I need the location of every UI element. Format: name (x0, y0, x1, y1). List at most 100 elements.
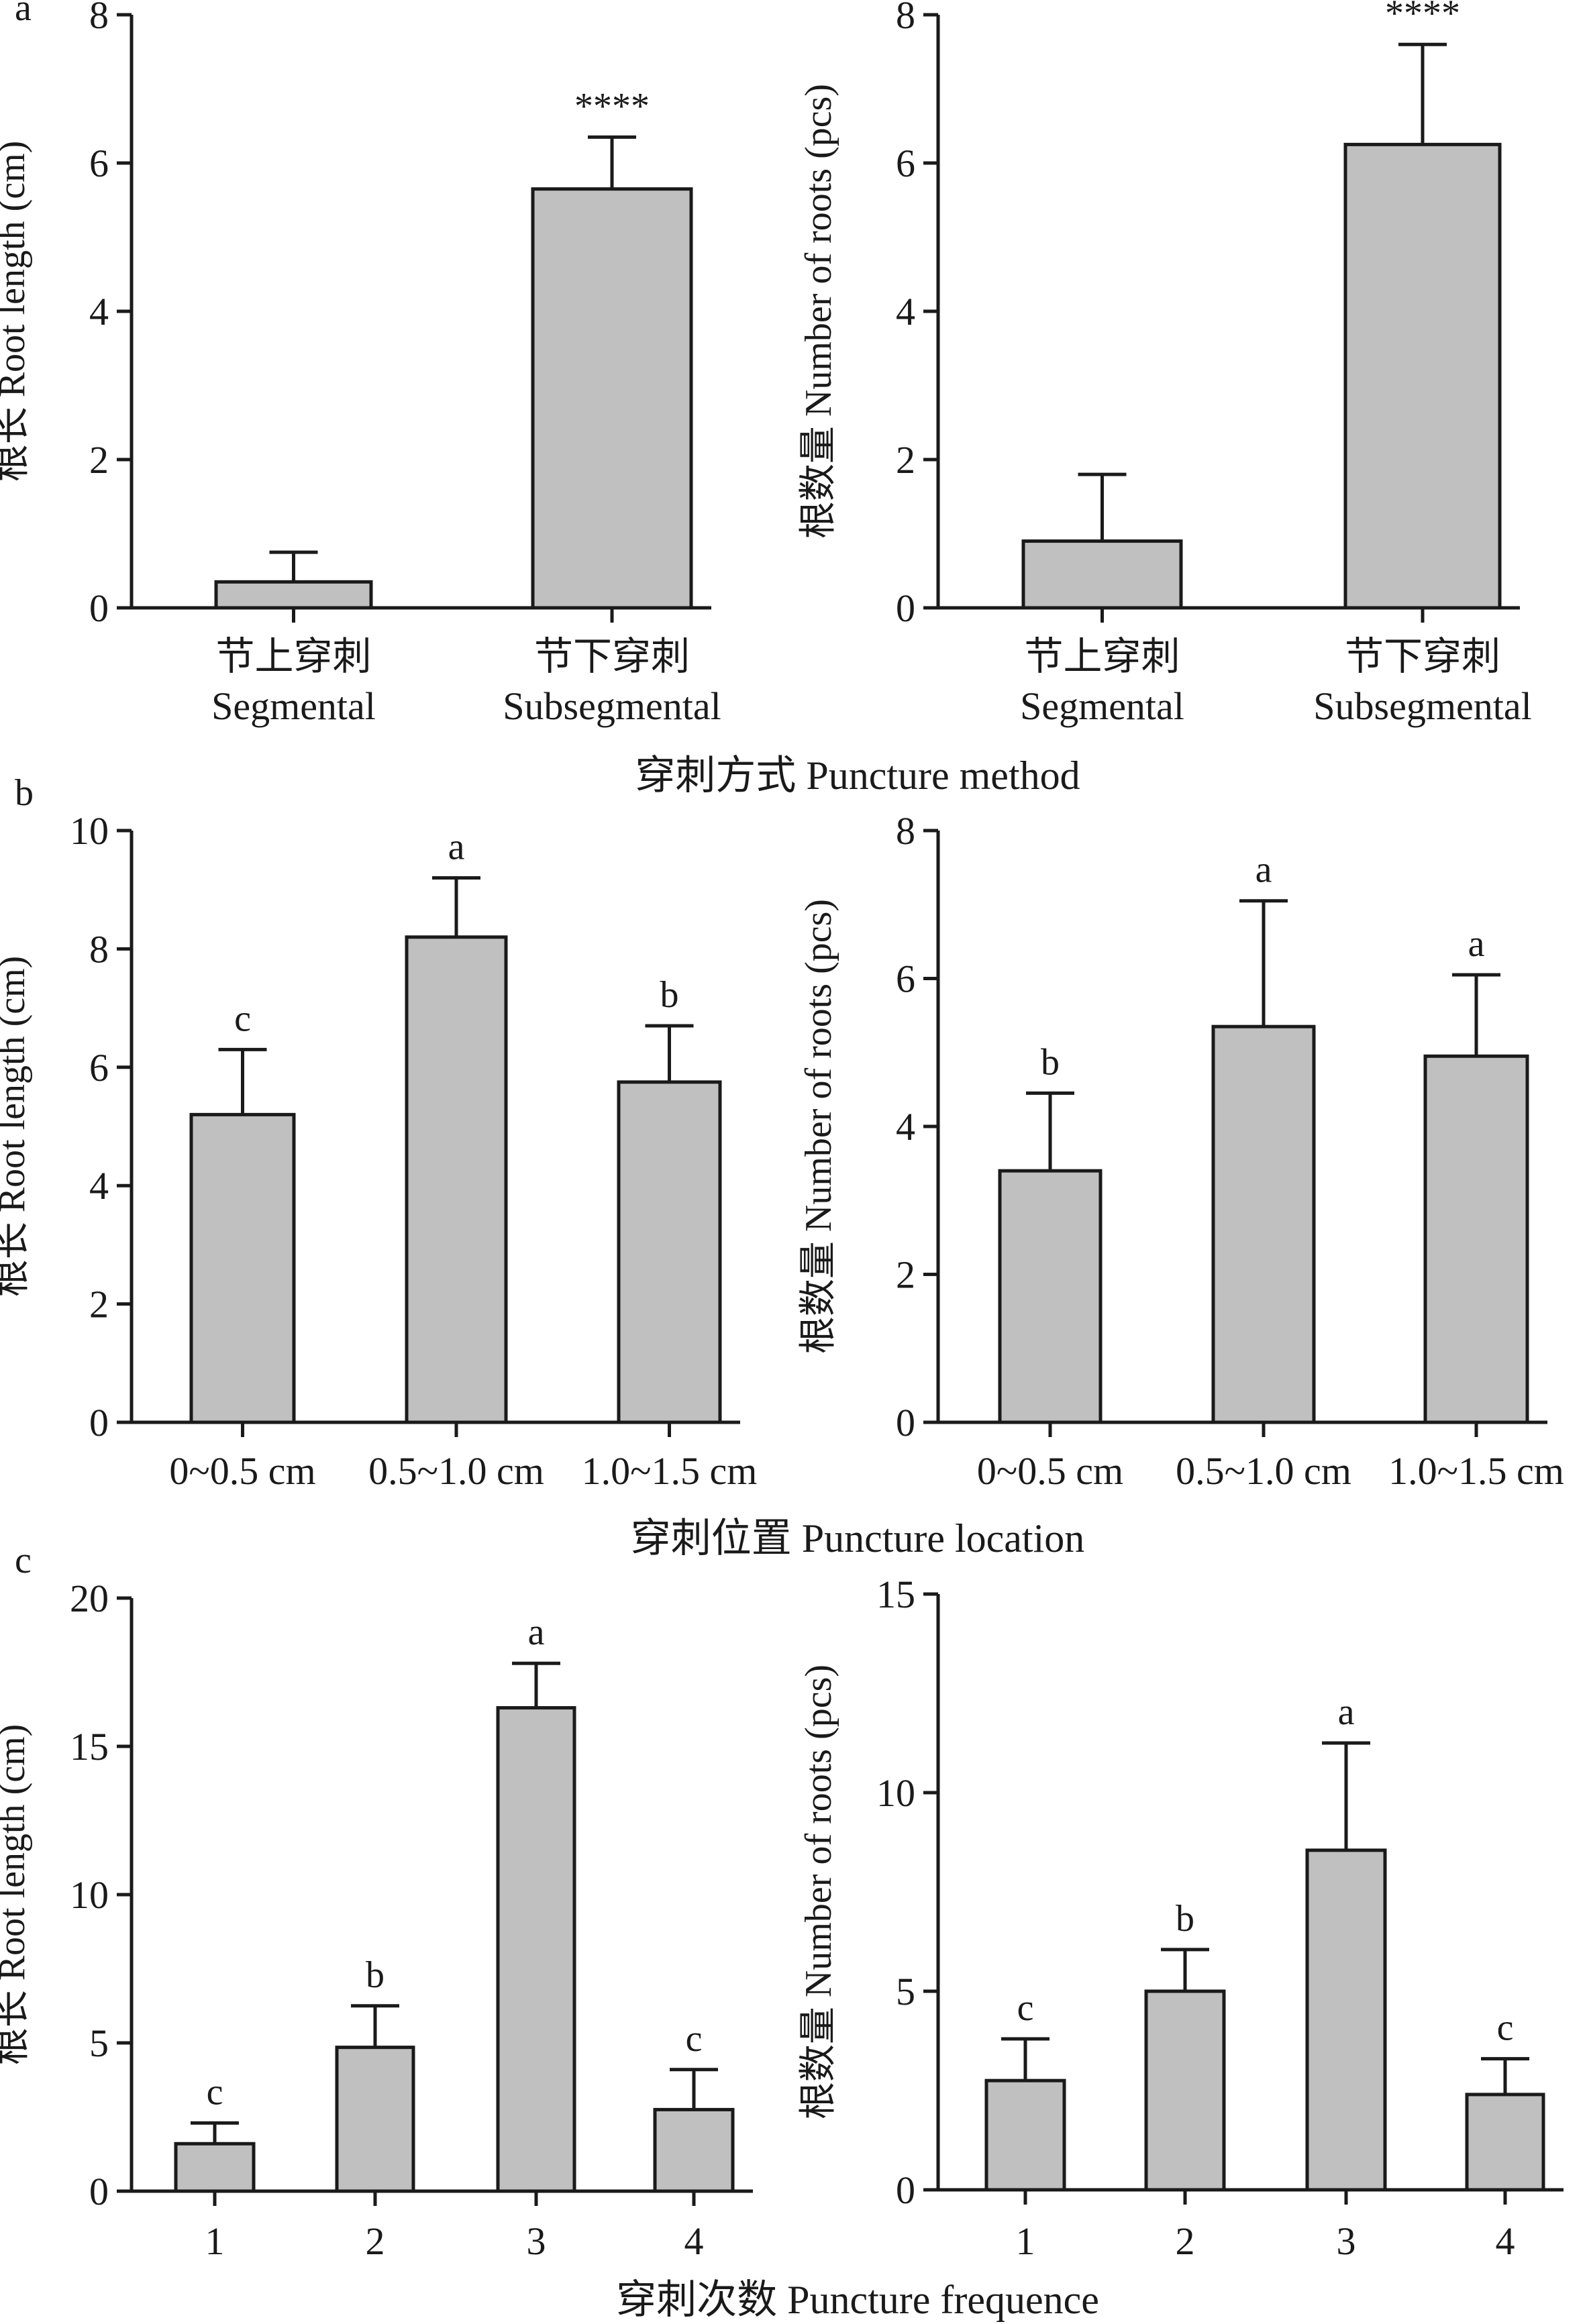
chart4-y-tick-label-2: 4 (896, 1105, 915, 1149)
chart4-y-tick-label-4: 8 (896, 809, 915, 853)
chart3-y-tick-label-0: 0 (89, 1401, 109, 1444)
chart5-significance-4: c (686, 2018, 703, 2060)
chart6-y-tick-label-3: 15 (876, 1573, 915, 1616)
chart4-x-label-3: 1.0~1.5 cm (1388, 1449, 1564, 1493)
chart1-y-tick-label-4: 8 (89, 0, 109, 37)
chart5-significance-1: c (207, 2071, 223, 2113)
chart5-x-label-3: 3 (527, 2219, 546, 2263)
chart4-y-tick-label-1: 2 (896, 1253, 915, 1297)
chart5-y-tick-label-1: 5 (89, 2021, 109, 2065)
chart4-bar-1 (998, 1169, 1103, 1424)
chart4-y-tick-label-3: 6 (896, 957, 915, 1001)
chart2-x-label-2-line-1: 节下穿刺 (1345, 635, 1500, 678)
chart1-significance-2: **** (574, 85, 650, 127)
chart2-bar-1 (1021, 539, 1183, 610)
chart3-x-label-3: 1.0~1.5 cm (582, 1449, 758, 1493)
chart1-x-label-1-line-1: 节上穿刺 (215, 635, 371, 678)
chart1-x-label-2-line-1: 节下穿刺 (534, 635, 690, 678)
chart6-y-tick-label-0: 0 (896, 2168, 915, 2212)
group-title-puncture-frequence: 穿刺次数 Puncture frequence (616, 2278, 1099, 2322)
chart5-x-label-2: 2 (366, 2219, 385, 2263)
chart2-y-tick-label-4: 8 (896, 0, 915, 37)
chart4-y-axis-title: 根数量 Number of roots (pcs) (798, 899, 839, 1354)
chart2-y-tick-label-2: 4 (896, 290, 915, 333)
group-title-puncture-method: 穿刺方式 Puncture method (635, 753, 1080, 798)
chart5-bar-3 (496, 1706, 576, 2193)
chart1-bar-1 (214, 580, 373, 610)
chart2-significance-2: **** (1385, 0, 1460, 34)
chart3-panel-letter: b (15, 772, 34, 814)
chart6-x-label-4: 4 (1496, 2219, 1515, 2263)
chart3-y-tick-label-2: 4 (89, 1164, 109, 1208)
chart5-bar-2 (335, 2046, 415, 2193)
chart2-x-label-1-line-2: Segmental (1020, 684, 1184, 728)
chart5-x-label-1: 1 (205, 2219, 225, 2263)
chart5-y-tick-label-0: 0 (89, 2170, 109, 2213)
chart6-x-label-3: 3 (1337, 2219, 1356, 2263)
chart3-significance-1: c (234, 998, 251, 1039)
chart6-y-tick-label-1: 5 (896, 1970, 915, 2013)
chart4-x-label-1: 0~0.5 cm (977, 1449, 1123, 1493)
chart3-y-tick-label-3: 6 (89, 1046, 109, 1090)
chart3-bar-3 (617, 1080, 722, 1424)
chart6-significance-4: c (1497, 2007, 1514, 2049)
chart1-bar-2 (531, 187, 693, 610)
charts-layer: a 0 2 4 6 8 根长 Root length (cm) 节上穿刺 Segmental 节下… (0, 0, 1564, 2263)
chart3-y-tick-label-1: 2 (89, 1283, 109, 1326)
chart2-x-label-2-line-2: Subsegmental (1313, 684, 1531, 728)
chart6-y-tick-label-2: 10 (876, 1771, 915, 1815)
chart4-significance-1: b (1041, 1041, 1060, 1083)
chart1-y-tick-label-0: 0 (89, 586, 109, 630)
chart1-y-tick-label-3: 6 (89, 142, 109, 185)
chart3-y-tick-label-4: 8 (89, 927, 109, 971)
chart6-bar-4 (1465, 2093, 1545, 2192)
chart1-x-label-2-line-2: Subsegmental (503, 684, 721, 728)
chart5-x-label-4: 4 (684, 2219, 704, 2263)
chart3-significance-3: b (660, 974, 679, 1016)
chart3-x-label-2: 0.5~1.0 cm (368, 1449, 544, 1493)
chart1-x-label-1-line-2: Segmental (211, 684, 376, 728)
chart1-y-axis-title: 根长 Root length (cm) (0, 141, 33, 482)
chart5-y-axis-title: 根长 Root length (cm) (0, 1724, 33, 2066)
chart5-bar-1 (174, 2142, 256, 2193)
chart3-x-label-1: 0~0.5 cm (169, 1449, 315, 1493)
chart2-y-tick-label-3: 6 (896, 142, 915, 185)
chart3-significance-2: a (448, 827, 465, 868)
chart5-panel-letter: c (15, 1540, 32, 1581)
chart3-y-tick-label-5: 10 (70, 809, 109, 853)
chart5-y-tick-label-3: 15 (70, 1725, 109, 1768)
chart6-y-axis-title: 根数量 Number of roots (pcs) (798, 1665, 839, 2119)
chart2-y-tick-label-1: 2 (896, 438, 915, 482)
chart5-bar-4 (653, 2107, 735, 2193)
chart6-significance-1: c (1017, 1987, 1034, 2029)
chart4-significance-2: a (1256, 849, 1272, 891)
chart6-x-label-2: 2 (1176, 2219, 1195, 2263)
chart2-x-label-1-line-1: 节上穿刺 (1024, 635, 1180, 678)
chart5-y-tick-label-4: 20 (70, 1577, 109, 1620)
chart3-bar-1 (189, 1112, 296, 1424)
chart2-y-axis-title: 根数量 Number of roots (pcs) (798, 84, 839, 539)
chart6-x-label-1: 1 (1016, 2219, 1035, 2263)
chart6-bar-2 (1144, 1989, 1226, 2192)
group-title-puncture-location: 穿刺位置 Puncture location (631, 1516, 1085, 1561)
chart6-significance-2: b (1176, 1898, 1194, 1940)
chart5-y-tick-label-2: 10 (70, 1873, 109, 1917)
chart6-bar-3 (1305, 1848, 1387, 2192)
chart6-significance-3: a (1338, 1691, 1355, 1733)
chart6-bar-1 (984, 2078, 1066, 2192)
chart3-bar-2 (405, 935, 508, 1424)
chart5-significance-3: a (528, 1612, 545, 1653)
chart4-significance-3: a (1468, 923, 1485, 965)
chart5-significance-2: b (366, 1954, 385, 1996)
chart1-panel-letter: a (15, 0, 32, 29)
chart2-bar-2 (1343, 142, 1502, 610)
chart4-y-tick-label-0: 0 (896, 1401, 915, 1444)
chart4-x-label-2: 0.5~1.0 cm (1176, 1449, 1351, 1493)
chart1-y-tick-label-1: 2 (89, 438, 109, 482)
chart4-bar-3 (1423, 1054, 1529, 1424)
chart3-y-axis-title: 根长 Root length (cm) (0, 956, 33, 1298)
chart1-y-tick-label-2: 4 (89, 290, 109, 333)
chart2-y-tick-label-0: 0 (896, 586, 915, 630)
chart4-bar-2 (1211, 1024, 1316, 1424)
